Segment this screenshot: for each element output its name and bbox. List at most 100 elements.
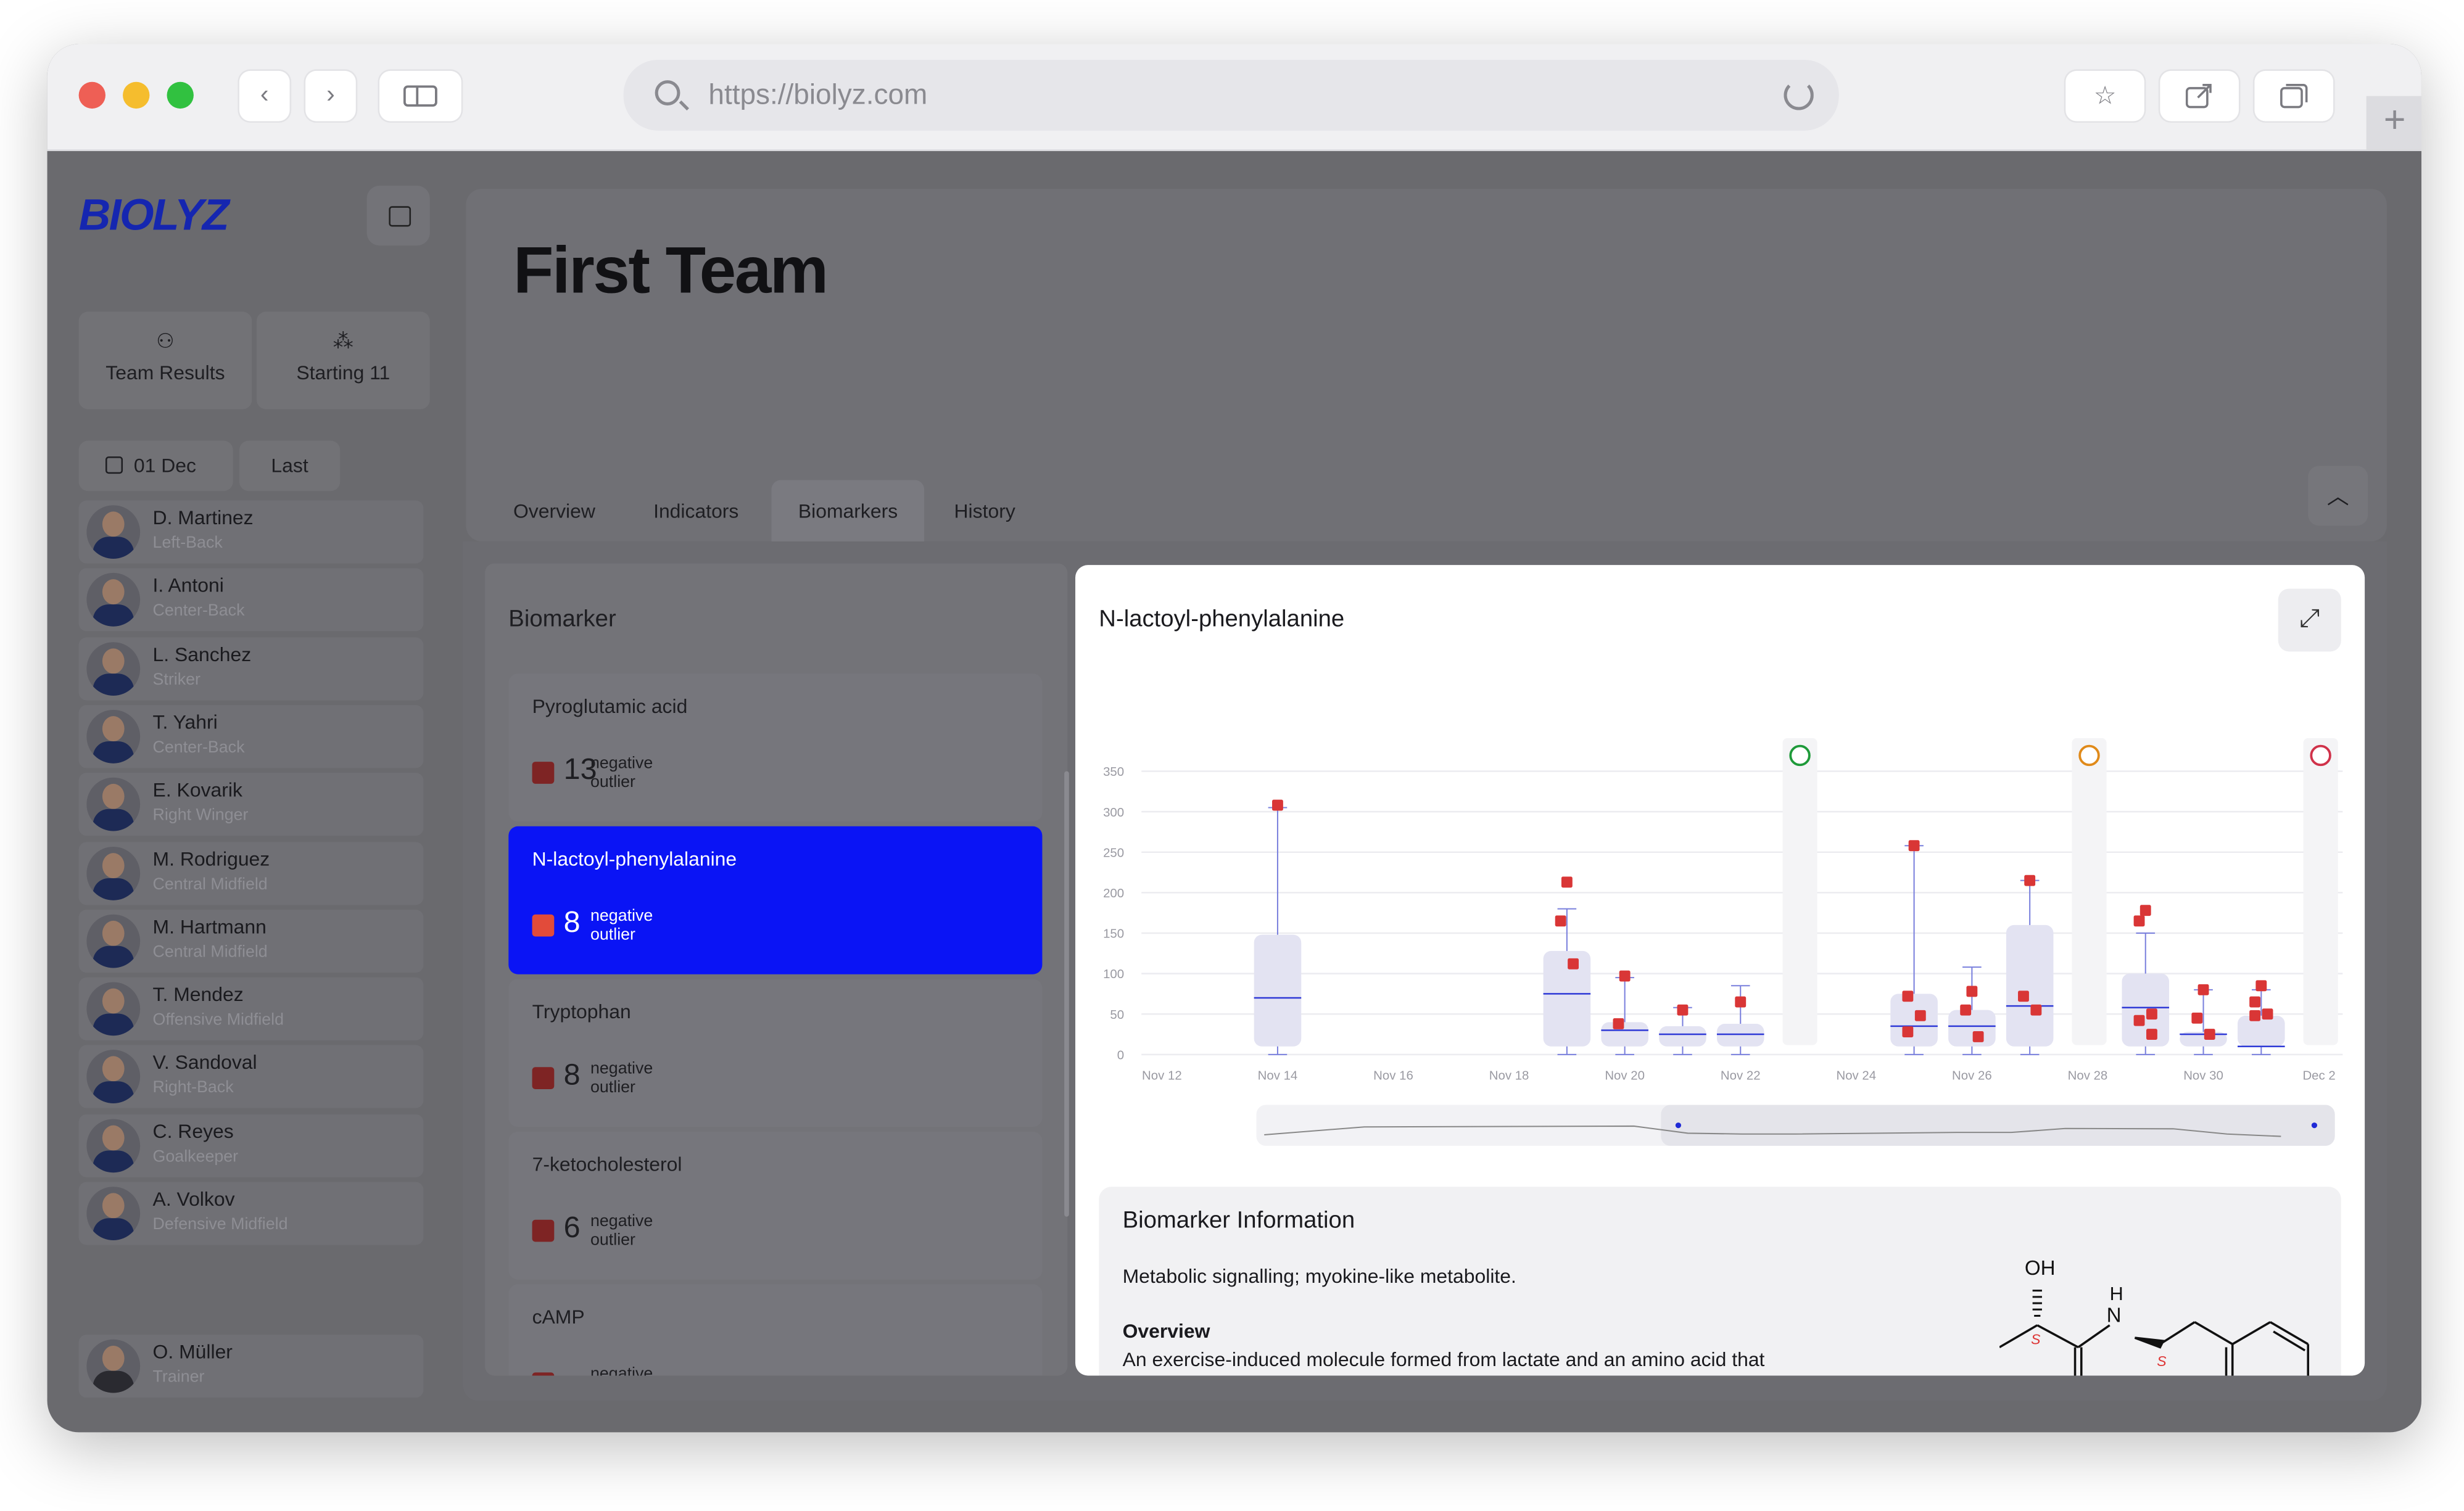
range-value: Last [271, 455, 308, 477]
stereo-label-1: S [2031, 1331, 2041, 1347]
box [1890, 994, 1938, 1047]
outlier-label: negative outlier [590, 907, 653, 944]
avatar [86, 914, 141, 968]
overview-heading: Overview [1122, 1320, 1210, 1343]
player-item[interactable]: I. Antoni Center-Back [78, 569, 424, 632]
outlier-point [2133, 915, 2145, 927]
trainer-item[interactable]: O. Müller Trainer [78, 1335, 424, 1398]
box [1254, 934, 1302, 1047]
outlier-label-line1: negative [590, 1059, 653, 1079]
tab-overview[interactable]: Overview [513, 500, 595, 523]
date-value: 01 Dec [133, 455, 197, 477]
biomarker-item[interactable]: cAMP negative [508, 1284, 1043, 1376]
x-tick-label: Nov 18 [1489, 1069, 1529, 1083]
x-tick-label: Nov 14 [1258, 1069, 1298, 1083]
tab-indicators[interactable]: Indicators [653, 500, 739, 523]
close-window-button[interactable] [78, 81, 105, 109]
x-tick-label: Nov 30 [2183, 1069, 2223, 1083]
outlier-count: 13 [563, 754, 597, 787]
maximize-window-button[interactable] [167, 81, 194, 109]
app-logo[interactable]: BIOLYZ [78, 190, 229, 239]
expand-button[interactable]: ⤢ [2278, 588, 2341, 652]
info-title: Biomarker Information [1122, 1207, 1355, 1234]
navigator-handle-left [1675, 1122, 1682, 1129]
player-item[interactable]: C. Reyes Goalkeeper [78, 1114, 424, 1177]
share-button[interactable] [2160, 70, 2239, 121]
outlier-point [1619, 970, 1631, 982]
forward-button[interactable]: › [305, 70, 356, 121]
formation-icon: ⁂ [333, 329, 353, 353]
player-role: Offensive Midfield [152, 1010, 284, 1030]
outlier-point [1677, 1004, 1689, 1016]
navigator-line [1264, 1125, 2281, 1137]
outlier-label-line2: outlier [590, 1230, 636, 1250]
biomarker-item[interactable]: 7-ketocholesterol 6 negative outlier [508, 1131, 1043, 1280]
tab-biomarkers[interactable]: Biomarkers [771, 480, 925, 543]
navigator-window [1661, 1105, 2335, 1146]
outlier-label: negative outlier [590, 754, 653, 791]
x-tick-label: Nov 16 [1373, 1069, 1413, 1083]
player-item[interactable]: M. Rodriguez Central Midfield [78, 841, 424, 905]
match-day-band [2072, 738, 2107, 1045]
player-item[interactable]: T. Mendez Offensive Midfield [78, 978, 424, 1041]
tab-history[interactable]: History [954, 500, 1015, 523]
collapse-header-button[interactable]: ︿ [2308, 466, 2368, 526]
avatar [86, 982, 141, 1036]
trainer-role: Trainer [152, 1367, 205, 1387]
biomarker-name: N-lactoyl-phenylalanine [532, 848, 737, 871]
outlier-point [1972, 1031, 1984, 1042]
outlier-count: 6 [563, 1212, 581, 1245]
expand-icon: ⤢ [2299, 606, 2320, 633]
player-item[interactable]: D. Martinez Left-Back [78, 500, 424, 564]
minimize-window-button[interactable] [123, 81, 150, 109]
range-selector[interactable]: Last [239, 440, 341, 492]
player-role: Center-Back [152, 601, 245, 621]
outlier-point [1272, 799, 1283, 811]
x-tick-label: Nov 20 [1605, 1069, 1645, 1083]
back-button[interactable]: ‹ [239, 70, 290, 121]
player-item[interactable]: V. Sandoval Right-Back [78, 1045, 424, 1109]
player-item[interactable]: L. Sanchez Striker [78, 636, 424, 700]
reload-icon[interactable] [1784, 80, 1814, 110]
search-icon [655, 80, 680, 105]
page-title: First Team [513, 233, 829, 307]
avatar [86, 641, 141, 695]
outlier-label: negative outlier [590, 1059, 653, 1097]
player-role: Center-Back [152, 738, 245, 757]
player-item[interactable]: T. Yahri Center-Back [78, 705, 424, 768]
outlier-label-line2: outlier [590, 773, 636, 792]
player-role: Central Midfield [152, 874, 268, 894]
info-description: Metabolic signalling; myokine-like metab… [1122, 1265, 1516, 1288]
sidebar-toggle-button[interactable] [379, 70, 461, 121]
outlier-point [1613, 1018, 1624, 1029]
avatar [86, 573, 141, 627]
date-picker[interactable]: 01 Dec [78, 440, 233, 492]
outlier-point [2197, 984, 2209, 995]
player-item[interactable]: E. Kovarik Right Winger [78, 773, 424, 836]
biomarker-item[interactable]: Pyroglutamic acid 13 negative outlier [508, 673, 1043, 822]
match-day-band [2303, 738, 2338, 1045]
biomarker-item[interactable]: N-lactoyl-phenylalanine 8 negative outlier [508, 826, 1043, 974]
outlier-point [1966, 986, 1978, 997]
new-tab-button[interactable]: + [2366, 96, 2421, 150]
outlier-point [2262, 1008, 2273, 1020]
tabs-icon [2280, 84, 2308, 109]
player-item[interactable]: A. Volkov Defensive Midfield [78, 1182, 424, 1245]
biomarker-item[interactable]: Tryptophan 8 negative outlier [508, 979, 1043, 1127]
bookmark-button[interactable]: ☆ [2065, 70, 2144, 121]
starting-11-button[interactable]: ⁂ Starting 11 [256, 311, 430, 410]
team-results-button[interactable]: ⚇ Team Results [78, 311, 252, 410]
x-tick-label: Dec 2 [2302, 1069, 2335, 1083]
address-bar[interactable]: https://biolyz.com [623, 59, 1839, 131]
chevron-left-icon: ‹ [260, 81, 269, 109]
overview-text: An exercise-induced molecule formed from… [1122, 1349, 1765, 1371]
outlier-point [2191, 1012, 2203, 1024]
browser-window: ‹ › https://biolyz.com ☆ + BIOLYZ ⚇ [47, 44, 2421, 1433]
biomarker-info-card: Biomarker Information Metabolic signalli… [1099, 1187, 2341, 1376]
outlier-label-line1: negative [590, 906, 653, 926]
player-item[interactable]: M. Hartmann Central Midfield [78, 909, 424, 973]
collapse-sidebar-button[interactable] [366, 186, 430, 246]
player-name: A. Volkov [152, 1188, 235, 1211]
biomarker-list-scrollbar[interactable] [1064, 771, 1069, 1217]
tabs-overview-button[interactable] [2254, 70, 2334, 121]
